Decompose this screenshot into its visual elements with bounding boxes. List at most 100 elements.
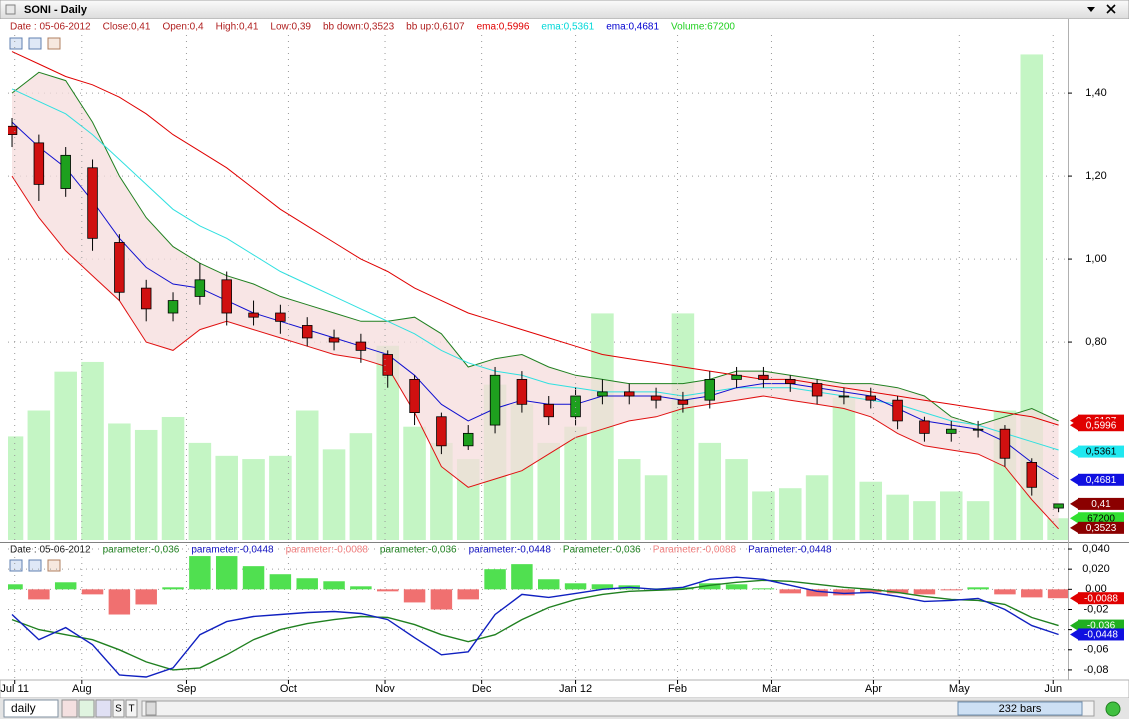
volume-bar (805, 475, 829, 540)
band-fill (12, 72, 1059, 529)
volume-bar (1047, 518, 1068, 540)
volume-bar (161, 416, 185, 540)
indicator-line (11, 71, 1059, 426)
indicator-line (11, 576, 1059, 678)
tag-box (1078, 445, 1124, 458)
tool-icon[interactable] (9, 37, 23, 50)
histogram-bar (269, 574, 292, 590)
histogram-bar (994, 589, 1016, 595)
y-tick-label: 0,020 (1082, 563, 1110, 575)
tag-label: 0,5996 (1086, 420, 1117, 431)
tag-label: -0,0088 (1084, 593, 1118, 604)
volume-bar (644, 475, 668, 540)
tool-icon[interactable] (9, 559, 23, 572)
x-tick-label: Mar (762, 683, 781, 695)
tag-arrow (1070, 446, 1078, 457)
t-button-label: T (128, 704, 134, 715)
tool-icon[interactable] (47, 559, 61, 572)
volume-bar (537, 442, 561, 540)
y-tick-label: 1,00 (1085, 253, 1106, 265)
tag-arrow (1070, 593, 1078, 604)
tag-arrow (1070, 420, 1078, 431)
candle-body (1053, 503, 1064, 509)
info-text: Parameter:-0,0088 (653, 545, 737, 556)
tool-icon[interactable] (28, 37, 42, 50)
histogram-bar (28, 589, 50, 600)
tag-box (1078, 521, 1124, 534)
info-text: Parameter:-0,036 (563, 545, 641, 556)
period-box[interactable] (3, 699, 59, 718)
histogram-bar (886, 589, 909, 594)
candle-body (919, 420, 930, 434)
histogram-bar (1021, 589, 1043, 598)
x-tick-label: Dec (472, 683, 492, 695)
zoom-button[interactable] (61, 699, 78, 718)
panel-tools (9, 37, 61, 572)
tag-box (1078, 592, 1124, 605)
tag-box (1078, 512, 1124, 525)
window-title: SONI - Daily (24, 4, 88, 16)
candle-body (328, 337, 340, 343)
tag-label: -0,0448 (1084, 630, 1118, 641)
volume-bar (859, 481, 883, 540)
histogram-bar (913, 589, 936, 595)
histogram-bar (323, 581, 345, 590)
candle-body (785, 379, 796, 384)
scroll-left[interactable] (145, 701, 157, 716)
histogram-bar (725, 584, 748, 590)
histogram-bar (403, 589, 426, 603)
volume-bar (752, 491, 775, 540)
candle-body (194, 279, 206, 297)
histogram-bar (350, 586, 372, 590)
histogram-bar (215, 556, 238, 590)
x-tick-label: Oct (280, 683, 297, 695)
candle-body (731, 374, 742, 380)
s-button-label: S (115, 704, 122, 715)
histogram-bar (538, 579, 560, 590)
volume-bar (671, 313, 695, 540)
volume-bar (403, 426, 426, 540)
tool-icon[interactable] (47, 37, 61, 50)
close-button[interactable] (1106, 4, 1116, 14)
histogram-bar (376, 589, 399, 592)
histogram-bar (242, 566, 265, 590)
y-tick-label: -0,06 (1083, 644, 1108, 656)
histogram-bar (296, 578, 318, 590)
info-text: Date : 05-06-2012 (10, 22, 91, 33)
t-button[interactable] (125, 699, 138, 718)
candle-body (516, 379, 528, 405)
macd-panel (0, 543, 1129, 680)
candle-body (221, 279, 232, 314)
volume-bar (322, 449, 346, 540)
tag-label: 0,41 (1091, 499, 1111, 510)
histogram-bar (108, 589, 131, 615)
y-tick-label: 1,20 (1085, 170, 1106, 182)
info-text: Parameter:-0,0448 (748, 545, 832, 556)
x-tick-label: May (949, 683, 970, 695)
histogram-bar (162, 587, 184, 590)
candle-body (570, 395, 581, 418)
volume-bar (564, 426, 587, 540)
candle-body (114, 242, 125, 293)
scrollbar[interactable] (141, 700, 1095, 717)
candle-body (704, 379, 715, 401)
tool-icon[interactable] (28, 559, 42, 572)
tag-arrow (1070, 629, 1078, 640)
candle-body (60, 154, 71, 189)
tag-arrow (1070, 474, 1078, 485)
volume-bar (8, 436, 24, 540)
volume-bar (188, 442, 212, 540)
info-text: Date : 05-06-2012 (10, 545, 91, 556)
candle-body (167, 300, 179, 314)
scroll-thumb[interactable] (957, 701, 1083, 716)
menu-button[interactable] (1087, 7, 1095, 12)
x-tick-label: Apr (865, 683, 882, 695)
s-button[interactable] (112, 699, 125, 718)
histogram-bar (860, 589, 882, 593)
info-text: parameter:-0,0088 (286, 545, 369, 556)
candle-body (865, 395, 876, 401)
zoom-button[interactable] (95, 699, 112, 718)
histogram-bar (1047, 589, 1068, 599)
zoom-button[interactable] (78, 699, 95, 718)
volume-bar (81, 361, 104, 540)
